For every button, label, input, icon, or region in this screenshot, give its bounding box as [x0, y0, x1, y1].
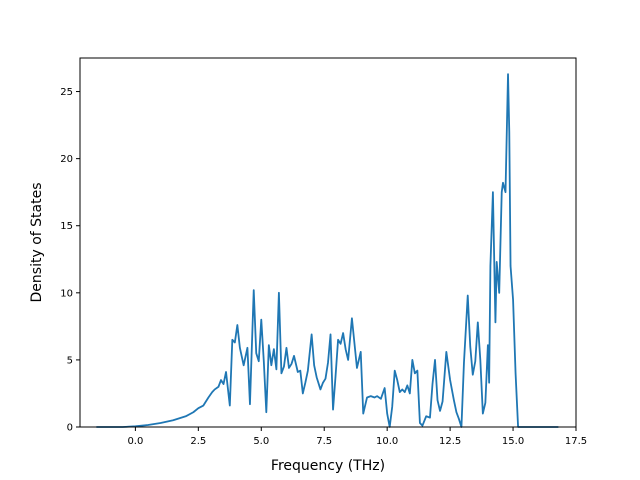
- x-tick-label: 10.0: [376, 436, 398, 447]
- y-axis-label: Density of States: [29, 183, 45, 303]
- x-tick-label: 5.0: [253, 436, 269, 447]
- plot-area: [80, 58, 576, 427]
- y-tick-label: 20: [60, 154, 73, 165]
- plot-frame: [79, 57, 577, 428]
- y-axis-ticks: 0 5 10 15 20 25: [60, 87, 80, 434]
- y-tick-label: 15: [60, 221, 73, 232]
- x-tick-label: 12.5: [439, 436, 461, 447]
- y-tick-label: 10: [60, 288, 73, 299]
- dos-series-line: [96, 73, 559, 428]
- x-axis-ticks: 0.0 2.5 5.0 7.5 10.0 12.5 15.0 17.5: [127, 427, 587, 447]
- y-tick-label: 0: [67, 423, 73, 434]
- x-tick-label: 0.0: [127, 436, 143, 447]
- x-axis-label: Frequency (THz): [271, 458, 385, 474]
- y-tick-label: 5: [67, 355, 73, 366]
- x-tick-label: 2.5: [190, 436, 206, 447]
- x-tick-label: 15.0: [502, 436, 524, 447]
- x-tick-label: 7.5: [316, 436, 332, 447]
- y-tick-label: 25: [60, 87, 73, 98]
- x-tick-label: 17.5: [565, 436, 587, 447]
